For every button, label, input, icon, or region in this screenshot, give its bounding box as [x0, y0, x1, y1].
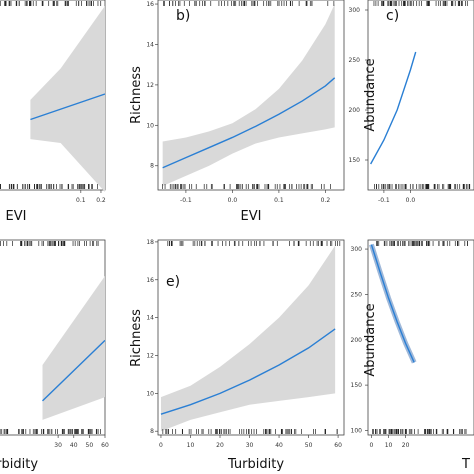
- y-axis-label: Richness: [129, 66, 144, 124]
- panel-label: e): [166, 274, 180, 290]
- fitted-line: [42, 339, 106, 402]
- y-tick-label: 250: [349, 57, 361, 64]
- y-tick-label: 200: [351, 337, 363, 344]
- plot-frame: [367, 239, 474, 436]
- y-tick-label: 200: [349, 107, 361, 114]
- panel-label: c): [386, 8, 399, 24]
- y-tick-label: 10: [146, 390, 154, 397]
- x-tick-label: 10: [187, 442, 195, 449]
- x-axis-label: Turbidity: [227, 457, 284, 472]
- x-tick-label: -0.1: [180, 197, 192, 204]
- y-tick-label: 300: [351, 246, 363, 253]
- y-tick-label: 18: [146, 239, 154, 246]
- y-tick-label: 250: [351, 291, 363, 298]
- x-tick-label: 0.1: [76, 197, 86, 204]
- y-tick-label: 8: [150, 428, 154, 435]
- x-tick-label: 0.2: [321, 197, 331, 204]
- plot-frame: [157, 239, 345, 436]
- y-tick-label: 10: [146, 122, 154, 129]
- y-tick-label: 16: [146, 1, 154, 8]
- confidence-band: [162, 4, 335, 186]
- x-tick-label: 60: [334, 442, 342, 449]
- x-tick-label: 0.0: [406, 197, 416, 204]
- x-tick-label: 10: [385, 442, 393, 449]
- plot-frame: [367, 0, 474, 191]
- y-tick-label: 8: [150, 163, 154, 170]
- x-axis-label: Turbidity: [0, 457, 38, 472]
- x-tick-label: 0: [159, 442, 163, 449]
- x-axis-label: EVI: [6, 209, 27, 224]
- x-tick-label: 30: [54, 442, 62, 449]
- x-tick-label: 40: [275, 442, 283, 449]
- x-tick-label: 50: [305, 442, 313, 449]
- fitted-line: [162, 77, 336, 169]
- panel-2: -0.1 0.0 0.1 0.2 8 10 12 14 16 EVI Richness b): [129, 0, 345, 224]
- fitted-line: [160, 328, 336, 415]
- y-tick-label: 300: [349, 7, 361, 14]
- y-tick-label: 16: [146, 277, 154, 284]
- panel-6: 0 10 20 100 150 200 250 300 T Abundance: [351, 239, 474, 472]
- y-tick-label: 14: [146, 41, 154, 48]
- fitted-line: [370, 51, 417, 165]
- x-tick-label: -0.1: [378, 197, 390, 204]
- x-tick-label: 60: [101, 442, 109, 449]
- plot-frame: [157, 0, 345, 191]
- panel-4: 30 40 50 60 Turbidity: [0, 239, 109, 472]
- y-tick-label: 12: [146, 82, 154, 89]
- x-tick-label: 20: [216, 442, 224, 449]
- x-tick-label: 30: [246, 442, 254, 449]
- y-tick-label: 100: [351, 427, 363, 434]
- panel-label: b): [176, 8, 190, 24]
- x-tick-label: 0.1: [274, 197, 284, 204]
- y-tick-label: 150: [349, 157, 361, 164]
- x-tick-label: 0.2: [96, 197, 106, 204]
- fitted-line: [370, 244, 415, 363]
- panel-5: 0 10 20 30 40 50 60 8 10 12 14 16 18 Turbidity Richnes…: [129, 239, 345, 472]
- confidence-band: [160, 245, 336, 432]
- fitted-line: [30, 93, 106, 121]
- y-axis-label: Abundance: [363, 58, 378, 131]
- y-tick-label: 14: [146, 315, 154, 322]
- confidence-band: [30, 5, 105, 192]
- x-tick-label: 50: [86, 442, 94, 449]
- y-axis-label: Richness: [129, 309, 144, 367]
- confidence-band: [42, 275, 105, 420]
- y-axis-label: Abundance: [363, 303, 378, 376]
- y-tick-label: 150: [351, 382, 363, 389]
- panel-3: -0.1 0.0 150 200 250 300 Abundance c): [349, 0, 474, 204]
- x-tick-label: 0: [370, 442, 374, 449]
- x-tick-label: 20: [402, 442, 410, 449]
- x-axis-label: EVI: [241, 209, 262, 224]
- x-tick-label: 40: [70, 442, 78, 449]
- y-tick-label: 12: [146, 352, 154, 359]
- panel-1: 0.1 0.2 EVI: [0, 0, 106, 224]
- x-tick-label: 0.0: [228, 197, 238, 204]
- x-axis-label: T: [461, 457, 470, 472]
